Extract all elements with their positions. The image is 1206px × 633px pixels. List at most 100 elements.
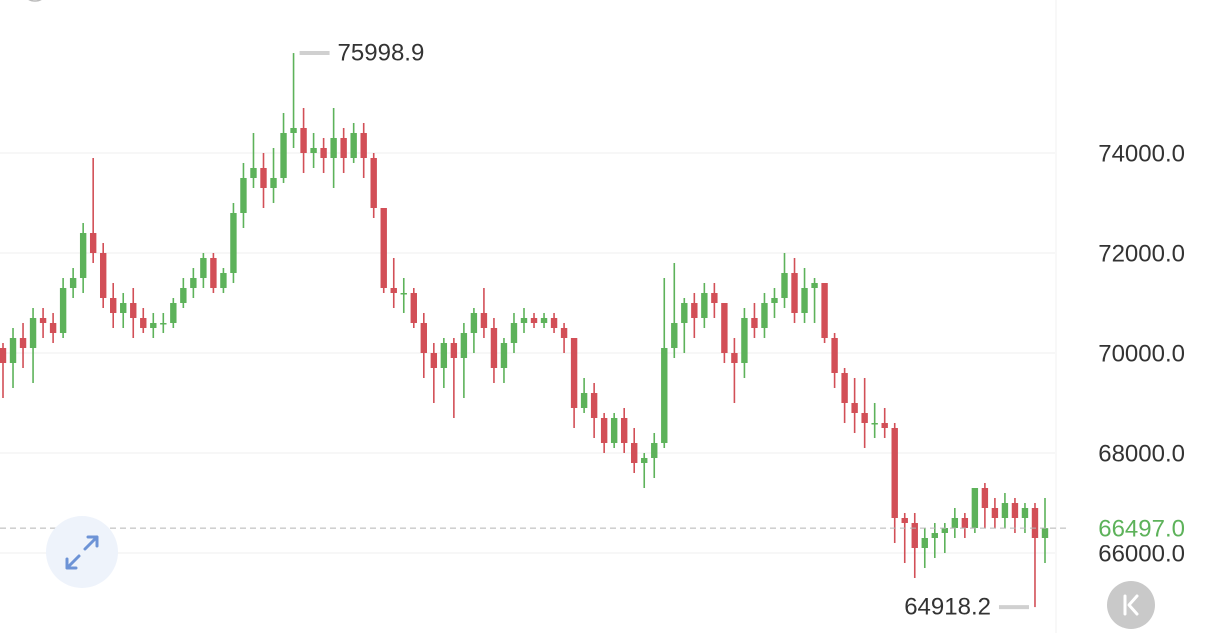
candle-body	[631, 443, 638, 463]
candle-body	[741, 318, 748, 363]
candle-body	[661, 348, 668, 443]
candle-body	[150, 323, 157, 328]
candle-body	[120, 303, 127, 313]
candle-body	[1041, 528, 1049, 538]
candle-body	[600, 418, 608, 443]
kline-button[interactable]	[1107, 581, 1155, 629]
candle-body	[270, 178, 277, 188]
candle-body	[991, 508, 999, 518]
candle-body	[891, 428, 898, 518]
candle-body	[320, 148, 327, 158]
candle-body	[290, 128, 297, 133]
candle-body	[89, 233, 97, 253]
candle-body	[510, 323, 518, 343]
candle-body	[79, 233, 87, 278]
expand-button-bg	[46, 516, 118, 588]
overlay: 66497.0 75998.9 64918.2	[0, 39, 1206, 620]
candle-body	[791, 273, 798, 313]
candle-body	[861, 413, 868, 423]
candle-body	[1011, 503, 1019, 518]
candle-body	[540, 318, 548, 323]
candle-body	[0, 348, 7, 363]
candle-body	[310, 148, 317, 153]
y-tick-label: 74000.0	[1098, 140, 1185, 167]
candle-body	[1001, 503, 1009, 518]
candle-body	[971, 488, 979, 528]
candle-body	[260, 168, 267, 188]
candle-body	[841, 373, 848, 403]
y-tick-label: 68000.0	[1098, 440, 1185, 467]
candle-body	[871, 423, 878, 425]
candle-body	[701, 293, 708, 318]
candle-body	[981, 488, 989, 508]
candle-body	[160, 323, 167, 325]
candle-body	[350, 133, 357, 158]
candle-body	[360, 133, 367, 158]
y-tick-label: 70000.0	[1098, 340, 1185, 367]
candle-body	[771, 298, 778, 303]
candle-body	[200, 258, 207, 278]
candle-body	[941, 528, 949, 533]
candle-body	[330, 138, 337, 158]
candle-body	[19, 338, 27, 348]
candle-body	[370, 158, 377, 208]
candle-body	[390, 288, 397, 293]
last-price-bg	[1066, 511, 1206, 546]
candle-body	[300, 128, 307, 153]
y-tick-label: 72000.0	[1098, 240, 1185, 267]
candle-body	[781, 273, 788, 298]
candle-body	[440, 343, 448, 368]
candle-body	[580, 393, 588, 408]
last-price-label: 66497.0	[1098, 515, 1185, 542]
candle-body	[49, 323, 57, 333]
candle-body	[570, 338, 578, 408]
low-label: 64918.2	[904, 593, 991, 620]
candle-body	[530, 318, 538, 323]
candle-body	[520, 318, 528, 323]
candle-body	[961, 518, 969, 528]
candle-body	[901, 518, 908, 523]
candle-body	[821, 283, 828, 338]
candle-body	[410, 293, 417, 323]
candle-body	[420, 323, 428, 353]
candle-body	[220, 273, 227, 288]
candle-body	[170, 303, 177, 323]
partial-icon[interactable]	[22, 0, 48, 2]
candle-body	[400, 293, 407, 295]
candle-body	[470, 313, 478, 333]
candle-body	[9, 338, 17, 363]
candle-body	[1031, 508, 1039, 538]
candle-body	[921, 538, 928, 548]
candle-body	[951, 518, 959, 528]
candle-body	[641, 458, 648, 463]
candle-body	[460, 333, 468, 358]
candle-body	[831, 338, 838, 373]
high-label: 75998.9	[338, 39, 425, 66]
candle-body	[230, 213, 237, 273]
candle-body	[911, 523, 918, 548]
candle-body	[610, 418, 618, 443]
candle-body	[1021, 508, 1029, 518]
candles	[0, 53, 1049, 608]
candle-body	[560, 328, 568, 338]
candle-body	[761, 303, 768, 328]
candle-body	[39, 318, 47, 323]
expand-icon	[65, 535, 99, 570]
candle-body	[280, 133, 287, 178]
candle-body	[931, 533, 938, 538]
candle-body	[490, 328, 498, 368]
candle-body	[450, 343, 458, 358]
candle-body	[59, 288, 67, 333]
candle-body	[240, 178, 247, 213]
candle-body	[340, 138, 347, 158]
candle-body	[210, 258, 217, 288]
candle-body	[751, 318, 758, 328]
candle-body	[190, 278, 197, 288]
candle-body	[620, 418, 628, 443]
candle-body	[731, 353, 738, 363]
candle-body	[130, 303, 137, 318]
expand-button[interactable]	[46, 516, 118, 588]
candle-body	[811, 283, 818, 288]
candle-body	[681, 303, 688, 323]
